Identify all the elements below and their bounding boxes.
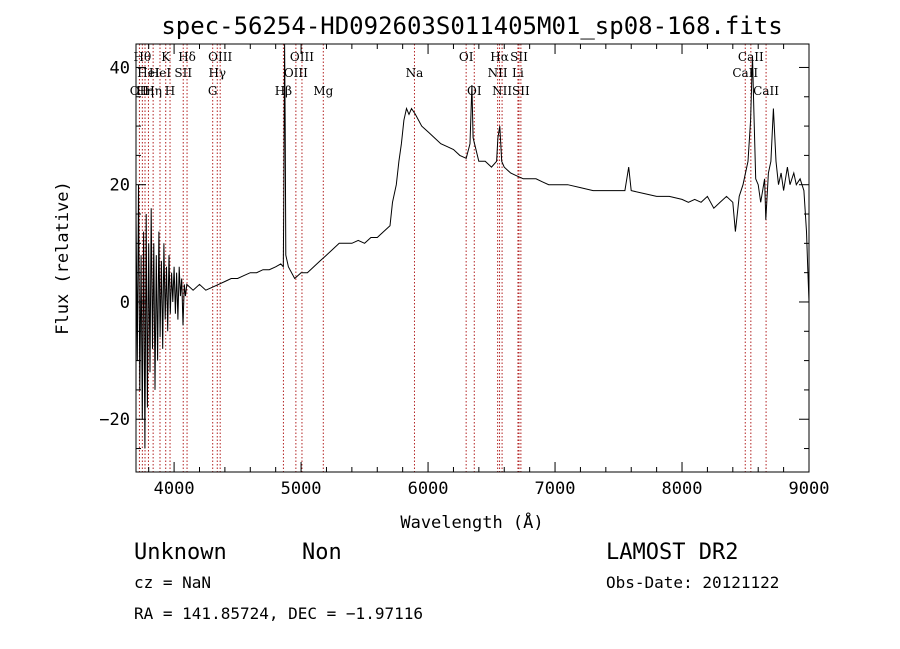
plot-frame [135, 43, 810, 473]
spectral-line-label: Hβ [275, 84, 292, 98]
spectral-line-label: HeI [137, 66, 160, 80]
spectral-line-label: HeI [149, 66, 172, 80]
spectral-line-label: OI [467, 84, 482, 98]
spectral-line-label: OIII [208, 50, 232, 64]
spectral-line-label: Hγ [208, 66, 226, 80]
spectral-line-label: Mg [313, 84, 333, 98]
spectral-line-label: OIII [284, 66, 308, 80]
x-tick-label: 6000 [408, 479, 449, 499]
spectral-line-label: NII [488, 66, 508, 80]
spectral-line-label: SII [512, 84, 530, 98]
spectral-line-label: CaII [753, 84, 779, 98]
object-class: Unknown [134, 540, 227, 565]
redshift-readout: cz = NaN [134, 573, 211, 592]
spectral-line-label: SII [174, 66, 192, 80]
spectrum-line [135, 43, 810, 449]
spectral-line-label: K [161, 50, 171, 64]
x-axis-ticks: 4000 5000 6000 7000 8000 9000 [148, 44, 830, 499]
observation-date: Obs-Date: 20121122 [606, 573, 779, 592]
spectral-line-label: Hδ [178, 50, 196, 64]
x-tick-label: 5000 [281, 479, 322, 499]
x-axis-label: Wavelength (Å) [400, 511, 543, 533]
y-tick-label: 20 [110, 176, 130, 196]
survey-name: LAMOST DR2 [606, 540, 738, 565]
spectral-line-label: G [208, 84, 218, 98]
spectral-line-label: Na [406, 66, 424, 80]
object-subclass: Non [302, 540, 342, 565]
spectral-lines-layer [138, 44, 767, 472]
y-tick-label: −20 [99, 410, 130, 430]
spectral-line-label: Hθ [133, 50, 151, 64]
spectral-line-label: Hη [136, 84, 154, 98]
y-axis-ticks: −20 0 20 40 [99, 58, 809, 450]
spectral-line-label: OII [130, 84, 150, 98]
chart-title: spec-56254-HD092603S011405M01_sp08-168.f… [161, 12, 782, 40]
x-tick-label: 4000 [154, 479, 195, 499]
spectral-line-label: Li [512, 66, 524, 80]
spectral-line-labels-layer: OIIHθHηHeIHηHeIKHSIIHδGHγOIIIHβOIIIOIIIM… [130, 50, 779, 98]
y-tick-label: 40 [110, 58, 130, 78]
spectral-line-label: H [165, 84, 175, 98]
x-tick-label: 8000 [662, 479, 703, 499]
spectral-line-label: SII [510, 50, 528, 64]
spectral-line-label: CaII [738, 50, 764, 64]
spectral-line-label: Hα [490, 50, 509, 64]
spectral-line-label: NII [492, 84, 512, 98]
x-tick-label: 9000 [789, 479, 830, 499]
spectral-line-label: Hη [144, 84, 162, 98]
y-axis-label: Flux (relative) [53, 181, 73, 335]
spectral-line-label: OI [459, 50, 474, 64]
x-tick-label: 7000 [535, 479, 576, 499]
coordinates-readout: RA = 141.85724, DEC = −1.97116 [134, 604, 423, 623]
spectral-line-label: CaII [732, 66, 758, 80]
spectral-line-label: OIII [290, 50, 314, 64]
y-tick-label: 0 [120, 293, 130, 313]
